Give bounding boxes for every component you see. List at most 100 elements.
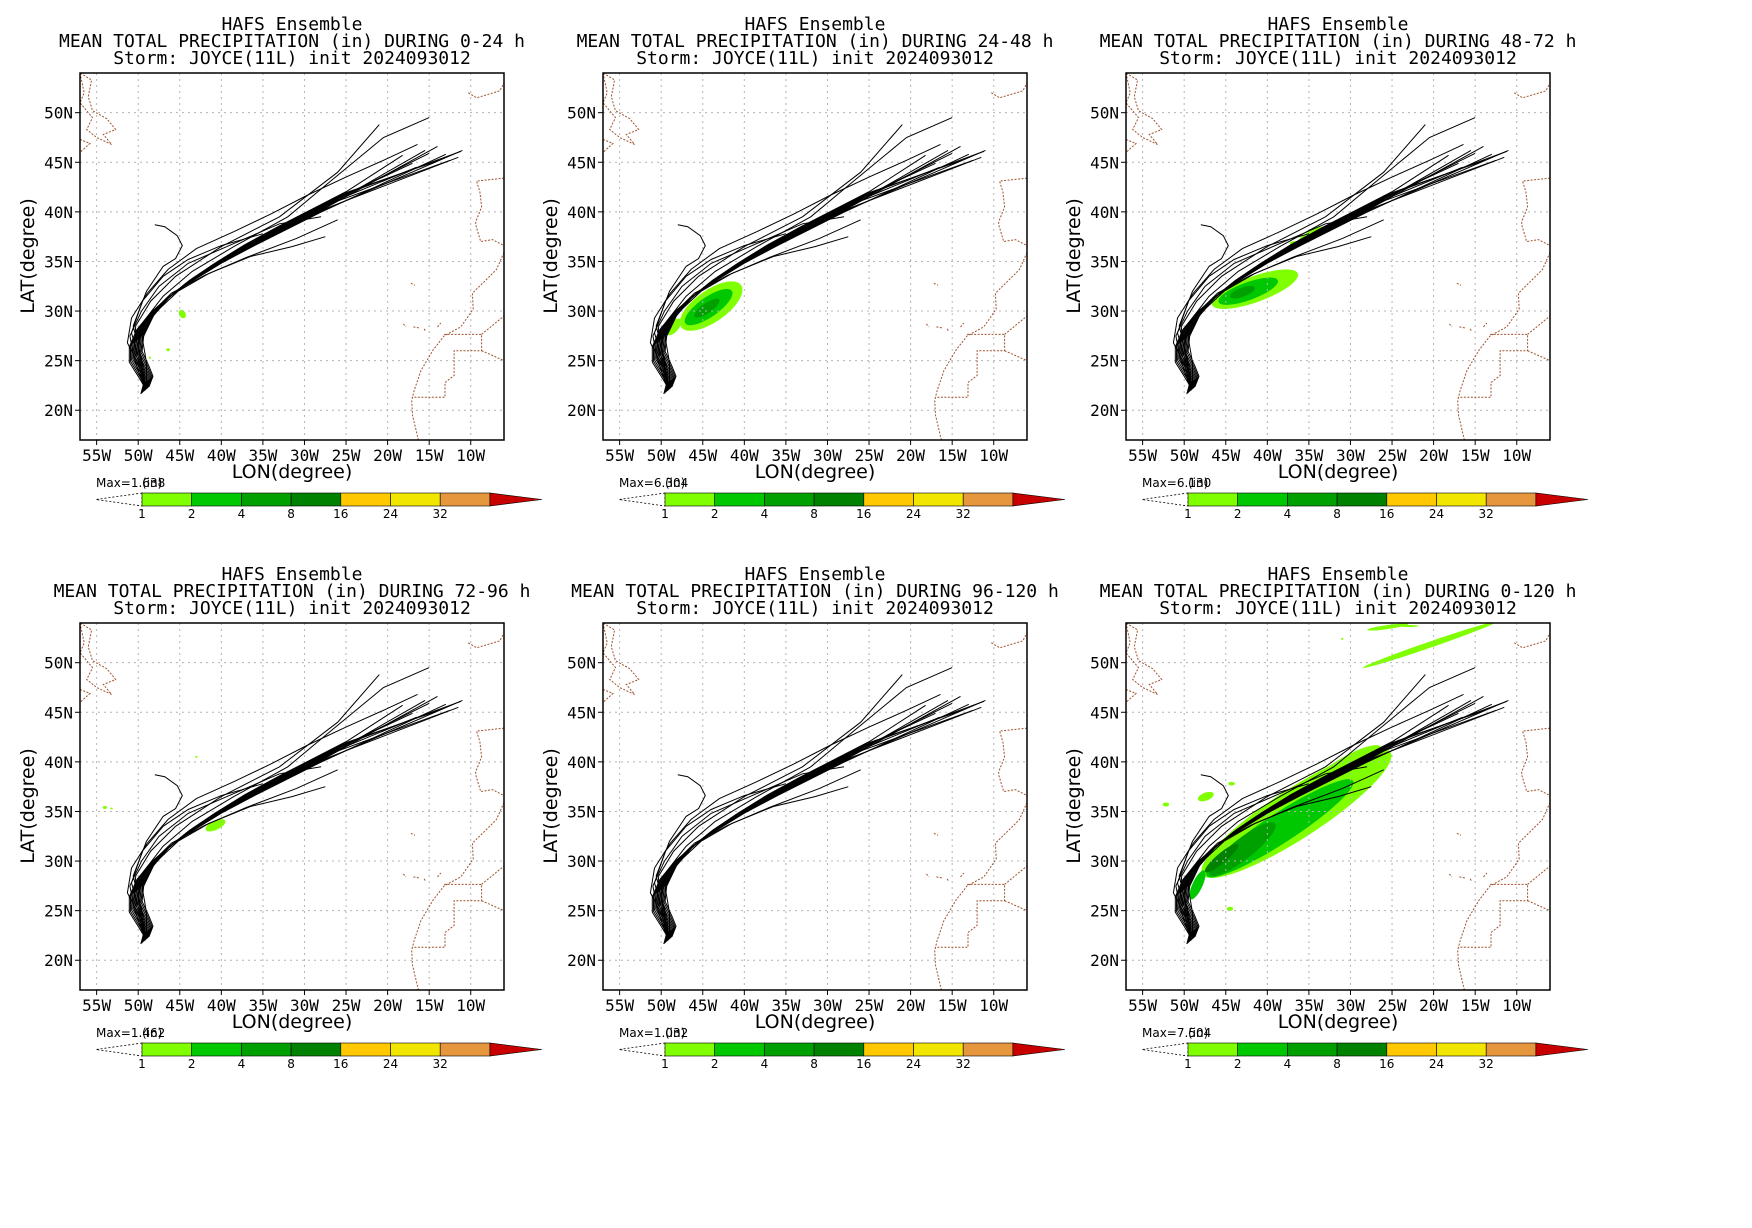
colorbar-label: 32 bbox=[956, 1057, 971, 1071]
ensemble-track bbox=[133, 674, 380, 941]
lat-tick-label: 30N bbox=[1090, 302, 1119, 321]
ensemble-track bbox=[1178, 224, 1229, 391]
ensemble-track bbox=[660, 117, 953, 391]
colorbar-low-triangle bbox=[95, 492, 143, 507]
ensemble-track bbox=[1187, 154, 1449, 387]
ensemble-track bbox=[1179, 124, 1426, 391]
lon-tick-label: 10W bbox=[979, 996, 1008, 1015]
colorbar-high-triangle bbox=[489, 492, 542, 507]
colorbar-label: 24 bbox=[1429, 1057, 1444, 1071]
y-axis-label: LAT(degree) bbox=[540, 198, 562, 314]
coastline bbox=[1521, 177, 1550, 247]
colorbar-segment bbox=[141, 1042, 193, 1057]
max-value-label: Max=7.504 bbox=[1142, 1026, 1211, 1040]
lat-tick-label: 25N bbox=[567, 352, 596, 371]
lon-tick-label: 15W bbox=[415, 996, 444, 1015]
map-panel-2: HAFS Ensemble MEAN TOTAL PRECIPITATION (i… bbox=[523, 0, 1107, 614]
coastline bbox=[934, 252, 1027, 440]
map-panel-6: HAFS Ensemble MEAN TOTAL PRECIPITATION (i… bbox=[1046, 550, 1630, 1164]
x-axis-label: LON(degree) bbox=[1278, 461, 1399, 483]
lon-tick-label: 30W bbox=[290, 446, 319, 465]
country-border bbox=[1458, 333, 1529, 398]
lon-tick-label: 30W bbox=[1336, 446, 1365, 465]
lat-tick-label: 35N bbox=[567, 802, 596, 821]
ensemble-track bbox=[135, 166, 417, 391]
colorbar-label: 32 bbox=[1479, 507, 1494, 521]
map-area bbox=[1126, 623, 1550, 990]
coastline bbox=[403, 873, 407, 878]
map-area bbox=[603, 623, 1027, 990]
lon-tick-label: 50W bbox=[1170, 996, 1199, 1015]
lat-tick-label: 25N bbox=[44, 352, 73, 371]
panel-title-storm: Storm: JOYCE(11L) init 2024093012 bbox=[1159, 598, 1517, 619]
ensemble-track bbox=[661, 162, 936, 389]
ensemble-track bbox=[130, 233, 264, 390]
coastline bbox=[468, 632, 504, 649]
colorbar-segment bbox=[863, 1042, 914, 1057]
ensemble-track bbox=[136, 152, 430, 390]
lon-tick-label: 55W bbox=[1128, 996, 1157, 1015]
ensemble-track bbox=[1174, 703, 1493, 945]
precip-area bbox=[1229, 285, 1255, 299]
lat-tick-label: 25N bbox=[1090, 352, 1119, 371]
lat-tick-label: 50N bbox=[1090, 104, 1119, 123]
colorbar-segment bbox=[913, 1042, 964, 1057]
colorbar-label: 4 bbox=[1284, 1057, 1292, 1071]
ensemble-track bbox=[131, 706, 459, 943]
coastline bbox=[1449, 873, 1453, 878]
ensemble-track bbox=[1175, 216, 1368, 388]
panel-title-storm: Storm: JOYCE(11L) init 2024093012 bbox=[636, 48, 994, 69]
coastline bbox=[1459, 326, 1466, 329]
ensemble-track bbox=[1185, 150, 1507, 389]
coastline bbox=[80, 139, 91, 153]
coastline bbox=[934, 802, 1027, 990]
lon-tick-label: 40W bbox=[1253, 446, 1282, 465]
country-border bbox=[481, 315, 504, 335]
ensemble-track bbox=[138, 162, 413, 389]
colorbar-segment bbox=[863, 492, 914, 507]
lon-tick-label: 15W bbox=[1461, 446, 1490, 465]
colorbar-segment bbox=[962, 1042, 1014, 1057]
ensemble-track bbox=[658, 769, 861, 939]
lat-tick-label: 35N bbox=[1090, 252, 1119, 271]
colorbar-segment bbox=[390, 492, 441, 507]
coastline bbox=[475, 727, 504, 797]
colorbar-label: 32 bbox=[433, 1057, 448, 1071]
lon-tick-label: 25W bbox=[1378, 996, 1407, 1015]
panel-title-storm: Storm: JOYCE(11L) init 2024093012 bbox=[1159, 48, 1517, 69]
lat-tick-label: 45N bbox=[1090, 153, 1119, 172]
map-frame bbox=[1125, 72, 1551, 441]
y-axis-label: LAT(degree) bbox=[17, 748, 39, 864]
lon-tick-label: 35W bbox=[248, 996, 277, 1015]
lon-tick-label: 55W bbox=[605, 996, 634, 1015]
lon-tick-label: 45W bbox=[688, 446, 717, 465]
ensemble-track bbox=[1174, 153, 1493, 395]
ensemble-track bbox=[131, 156, 459, 393]
coastline bbox=[468, 82, 504, 99]
lon-tick-label: 20W bbox=[1419, 996, 1448, 1015]
lat-tick-label: 30N bbox=[567, 852, 596, 871]
max-value-label: Max=6.130 bbox=[1142, 476, 1211, 490]
colorbar-label: 8 bbox=[1333, 507, 1341, 521]
colorbar-segment bbox=[1386, 1042, 1437, 1057]
colorbar-segment bbox=[1336, 1042, 1388, 1057]
country-border bbox=[481, 865, 504, 885]
lon-tick-label: 10W bbox=[456, 996, 485, 1015]
map-area bbox=[80, 623, 504, 990]
lat-tick-label: 40N bbox=[567, 753, 596, 772]
precip-area bbox=[178, 309, 186, 319]
ensemble-track bbox=[655, 224, 706, 391]
lat-tick-label: 50N bbox=[44, 104, 73, 123]
lat-tick-label: 50N bbox=[1090, 654, 1119, 673]
coastline bbox=[603, 689, 614, 703]
ensemble-track bbox=[141, 236, 326, 387]
ensemble-track bbox=[656, 124, 903, 391]
colorbar-segment bbox=[241, 1042, 292, 1057]
ensemble-track bbox=[138, 712, 413, 939]
colorbar-high-triangle bbox=[1535, 492, 1588, 507]
coastline bbox=[1469, 878, 1473, 883]
precip-area bbox=[1362, 623, 1497, 668]
ensemble-track bbox=[663, 709, 963, 938]
colorbar-label: 1 bbox=[661, 1057, 669, 1071]
